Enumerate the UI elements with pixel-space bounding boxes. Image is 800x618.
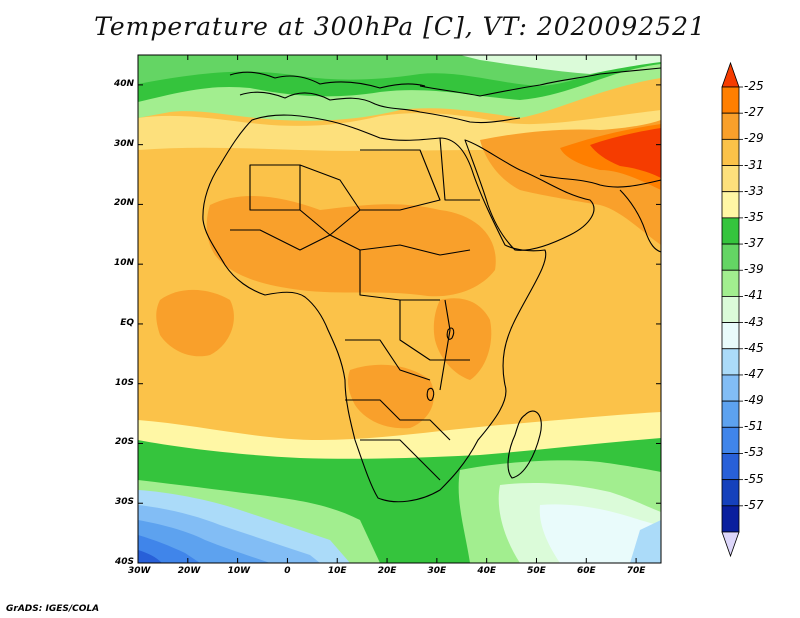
lat-tick-label: 30N [113, 138, 134, 149]
lon-tick-label: 20W [177, 566, 201, 576]
lon-tick-label: 10W [227, 566, 251, 576]
lat-tick-label: EQ [120, 317, 134, 328]
colorbar [721, 61, 743, 558]
lon-tick-label: 60E [576, 566, 596, 576]
colorbar-swatch [721, 269, 740, 297]
lon-tick-label: 30W [128, 566, 151, 576]
colorbar-level-label: -31 [744, 157, 764, 172]
colorbar-swatch [721, 374, 740, 402]
colorbar-swatch [721, 296, 740, 323]
coastline-borders [202, 67, 661, 503]
map-frame [137, 54, 662, 564]
colorbar-level-label: -35 [744, 209, 764, 224]
colorbar-level-label: -39 [744, 262, 764, 277]
colorbar-level-label: -27 [744, 105, 764, 120]
colorbar-swatch [721, 165, 740, 193]
colorbar-level-label: -29 [744, 131, 764, 146]
lon-tick-label: 20E [377, 566, 397, 576]
lat-tick-label: 10S [114, 377, 134, 388]
colorbar-level-label: -53 [744, 445, 764, 460]
colorbar-swatch [721, 217, 740, 245]
lat-tick-label: 20S [114, 437, 134, 448]
colorbar-swatch [721, 453, 740, 481]
colorbar-level-label: -51 [744, 419, 764, 434]
colorbar-swatch [721, 243, 740, 271]
colorbar-level-label: -37 [744, 236, 764, 251]
colorbar-swatch [721, 400, 740, 428]
colorbar-swatch [721, 112, 740, 140]
lat-tick-label: 40S [114, 557, 134, 567]
lat-tick-label: 10N [113, 258, 134, 269]
colorbar-swatch [721, 138, 740, 166]
colorbar-swatch [721, 322, 740, 350]
colorbar-swatch [721, 348, 740, 376]
colorbar-level-label: -43 [744, 314, 764, 329]
lon-tick-label: 10E [327, 566, 347, 576]
colorbar-swatch [721, 191, 740, 219]
credit-text: GrADS: IGES/COLA [6, 604, 100, 614]
colorbar-level-label: -49 [744, 393, 764, 408]
lon-tick-label: 70E [626, 566, 646, 576]
colorbar-swatch [721, 479, 740, 507]
lat-tick-label: 30S [114, 497, 134, 508]
lat-tick-label: 20N [113, 198, 134, 209]
colorbar-max-triangle [721, 61, 740, 88]
lat-tick-label: 40N [113, 78, 134, 89]
lon-tick-label: 0 [284, 566, 291, 576]
colorbar-level-label: -57 [744, 497, 764, 512]
colorbar-level-label: -55 [744, 471, 764, 486]
colorbar-level-label: -33 [744, 183, 764, 198]
colorbar-level-label: -25 [744, 79, 764, 93]
colorbar-swatch [721, 86, 740, 114]
colorbar-level-label: -47 [744, 366, 764, 381]
lon-tick-label: 30E [427, 566, 447, 576]
colorbar-level-label: -41 [744, 288, 764, 303]
lon-tick-label: 50E [527, 566, 546, 576]
colorbar-swatch [721, 426, 740, 454]
map-title: Temperature at 300hPa [C], VT: 202009252… [94, 12, 706, 41]
colorbar-min-triangle [721, 531, 740, 558]
colorbar-level-label: -45 [744, 340, 764, 355]
lon-tick-label: 40E [477, 566, 496, 576]
colorbar-swatch [721, 505, 740, 533]
